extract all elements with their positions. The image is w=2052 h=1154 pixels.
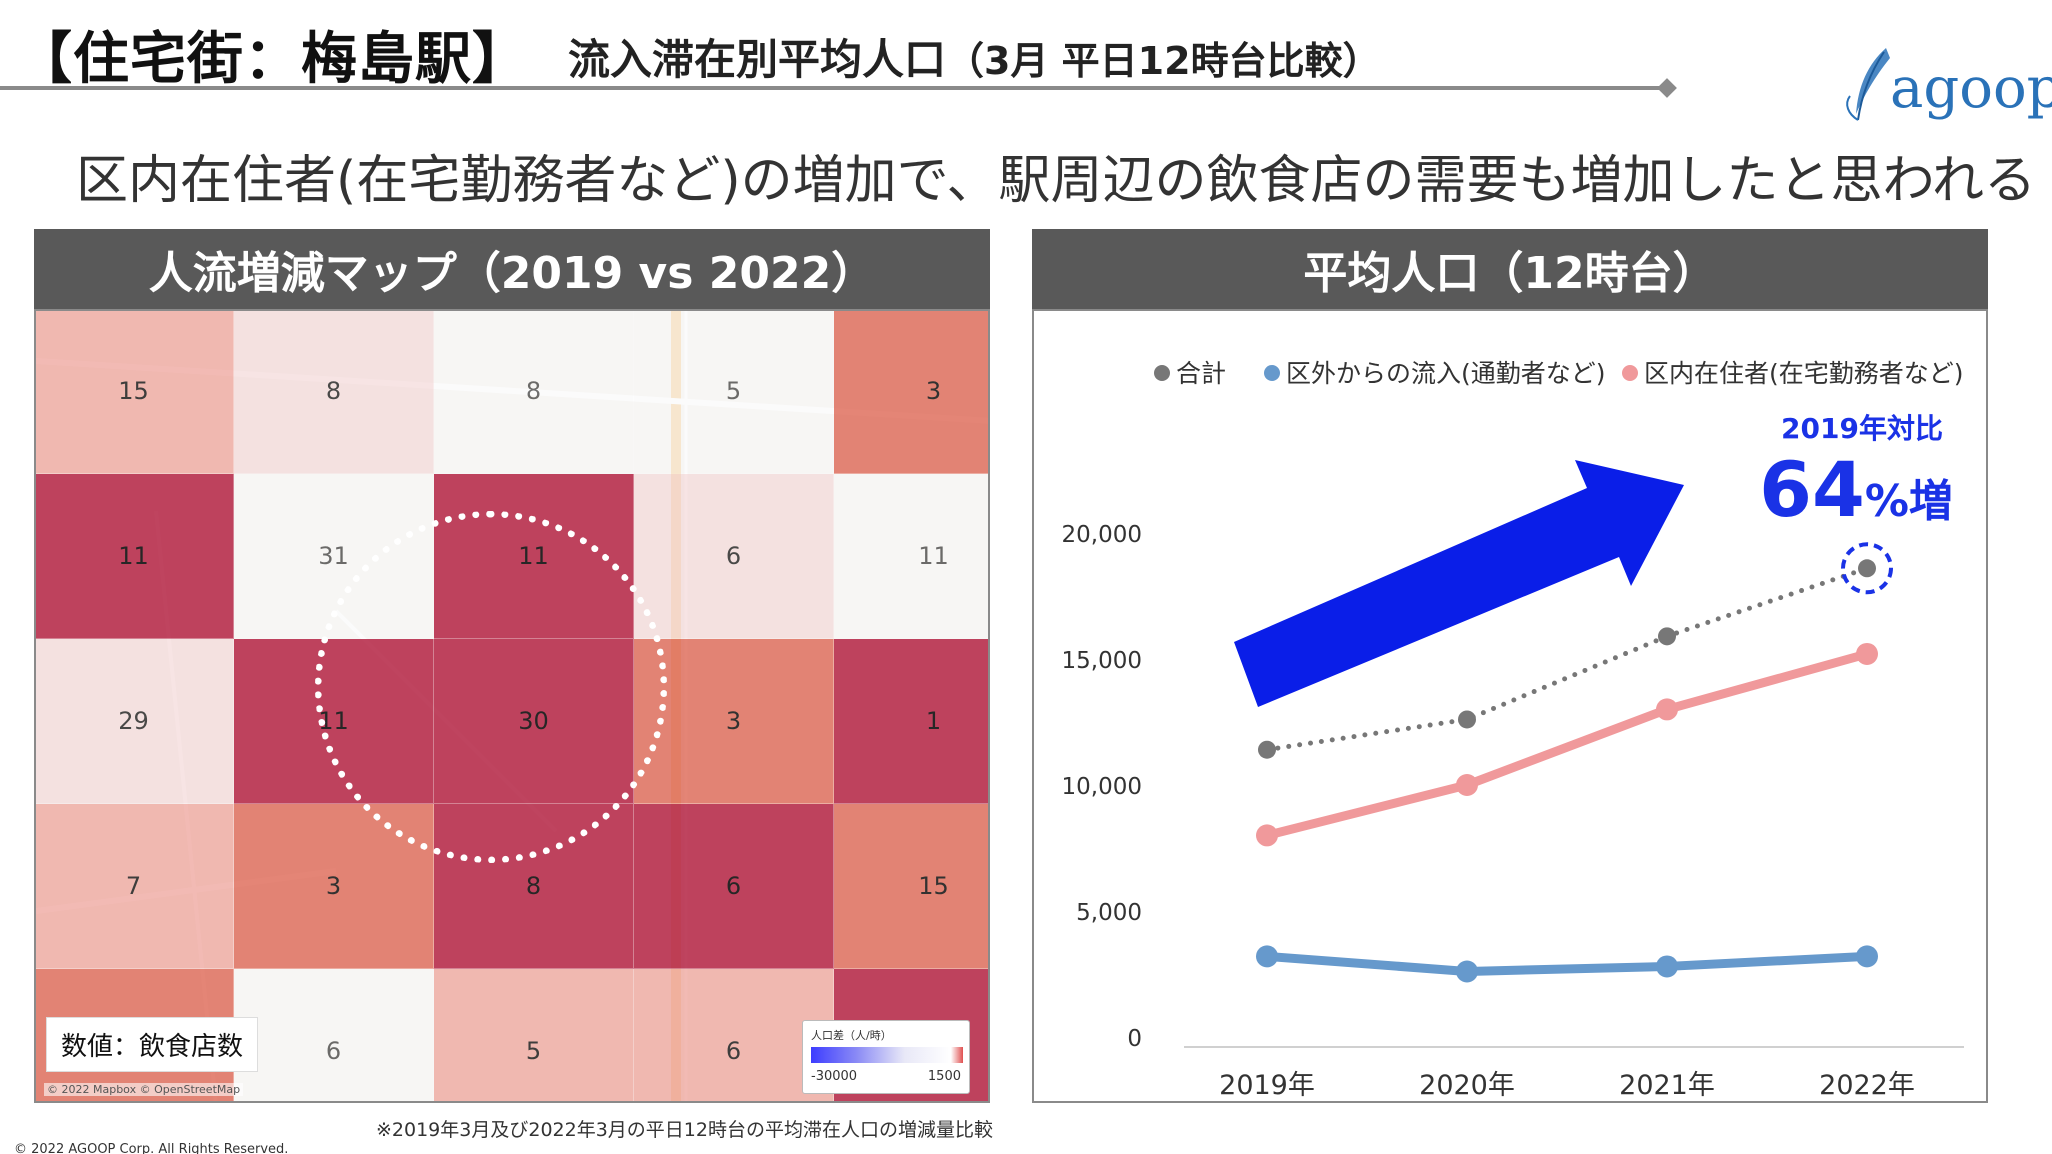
page-subtitle: 流入滞在別平均人口（3月 平日12時台比較）	[568, 26, 1381, 87]
feather-icon	[1846, 48, 1890, 121]
map-cell: 11	[834, 474, 988, 639]
map-cell: 6	[634, 969, 834, 1101]
x-tick-label: 2022年	[1819, 1070, 1915, 1101]
x-tick-label: 2021年	[1619, 1070, 1715, 1101]
map-cell-value: 1	[925, 707, 942, 735]
map-cell: 5	[434, 969, 634, 1101]
title-underline-diamond	[1657, 78, 1677, 98]
headline: 区内在住者(在宅勤務者など)の増加で、駅周辺の飲食店の需要も増加したと思われる	[76, 151, 2036, 211]
agoop-logo: agoop	[1838, 44, 2052, 134]
y-tick-label: 0	[1127, 1026, 1142, 1052]
map-cell: 1	[834, 639, 988, 804]
annotation-caption: 2019年対比	[1781, 412, 1943, 445]
map-cell-value: 6	[325, 1037, 342, 1065]
page-subtitle-paren: （3月 平日12時台比較）	[946, 39, 1381, 83]
data-point	[1656, 698, 1678, 721]
map-panel-title: 人流増減マップ（2019 vs 2022）	[34, 229, 990, 309]
data-point	[1456, 774, 1478, 796]
map-cell: 29	[36, 639, 234, 804]
y-tick-label: 5,000	[1076, 900, 1142, 926]
logo-text: agoop	[1890, 56, 2052, 121]
y-tick-label: 10,000	[1062, 774, 1142, 800]
map-copyright: © 2022 Mapbox © OpenStreetMap	[44, 1083, 244, 1096]
map-cell-value: 5	[725, 377, 742, 405]
map-cell-value: 6	[725, 542, 742, 570]
page-subtitle-text: 流入滞在別平均人口	[568, 35, 947, 84]
annotation-number: 64	[1759, 445, 1865, 534]
map-cell: 5	[634, 311, 834, 474]
data-point	[1456, 960, 1478, 983]
map-cell-value: 15	[918, 872, 949, 900]
map-cell: 3	[834, 311, 988, 474]
map-cell-value: 6	[725, 1037, 742, 1065]
map-cell: 15	[834, 804, 988, 969]
chart-svg: 合計 区外からの流入(通勤者など) 区内在住者(在宅勤務者など) 0 5,000 10,0…	[1062, 359, 1964, 1101]
map-cell: 6	[634, 804, 834, 969]
map-cell: 6	[234, 969, 434, 1101]
trend-arrow	[1234, 460, 1684, 707]
map-value-note: 数値：飲食店数	[46, 1017, 259, 1072]
page-title: 【住宅街：梅島駅】	[16, 27, 529, 92]
map-cell-value: 8	[325, 377, 342, 405]
y-tick-label: 20,000	[1062, 522, 1142, 548]
map-cell-value: 3	[325, 872, 342, 900]
map-cell: 6	[634, 474, 834, 639]
data-point	[1858, 559, 1876, 578]
map-cell: 8	[234, 311, 434, 474]
map-cell: 8	[434, 311, 634, 474]
data-point	[1458, 710, 1476, 729]
data-point	[1856, 945, 1878, 968]
highlight-ring	[1841, 542, 1893, 595]
map-cell-value: 15	[118, 377, 149, 405]
map-cell: 3	[634, 639, 834, 804]
map-cell-value: 31	[318, 542, 349, 570]
legend-label: 区内在住者(在宅勤務者など)	[1644, 359, 1964, 388]
x-tick-label: 2019年	[1219, 1070, 1315, 1101]
data-point	[1856, 642, 1878, 665]
map-cell: 15	[36, 311, 234, 474]
title-underline	[0, 86, 1668, 90]
map-cell-value: 11	[118, 542, 149, 570]
map-cell-value: 11	[918, 542, 949, 570]
map-legend-title: 人口差（人/時）	[811, 1029, 892, 1042]
data-point	[1256, 824, 1278, 847]
legend-label: 区外からの流入(通勤者など)	[1286, 359, 1606, 388]
legend-marker-1	[1264, 365, 1280, 381]
map-cell-value: 8	[525, 377, 542, 405]
map-legend-max: 1500	[927, 1069, 961, 1084]
map-cell: 11	[36, 474, 234, 639]
legend-label: 合計	[1176, 359, 1226, 388]
map-cell-value: 8	[525, 872, 542, 900]
chart-panel-title: 平均人口（12時台）	[1032, 229, 1988, 309]
y-tick-label: 15,000	[1062, 648, 1142, 674]
x-tick-label: 2020年	[1419, 1070, 1515, 1101]
series-line-2	[1262, 649, 1872, 840]
map-cell-value: 3	[925, 377, 942, 405]
map-legend: 人口差（人/時） -30000 1500	[802, 1020, 970, 1094]
map-cell-value: 6	[725, 872, 742, 900]
legend-marker-2	[1622, 365, 1638, 381]
map-cell-value: 7	[125, 872, 142, 900]
data-point	[1258, 740, 1276, 759]
flow-change-map: 15885311311161129113031738615565639 数値：飲…	[34, 309, 990, 1103]
series-line-0	[1264, 565, 1870, 753]
map-cell-value: 5	[525, 1037, 542, 1065]
map-legend-min: -30000	[811, 1069, 858, 1084]
series-line-1	[1262, 951, 1872, 976]
data-point	[1256, 945, 1278, 968]
legend-marker-0	[1154, 365, 1170, 381]
map-cell: 7	[36, 804, 234, 969]
map-legend-gradient	[811, 1047, 963, 1063]
data-point	[1658, 627, 1676, 646]
copyright: © 2022 AGOOP Corp. All Rights Reserved.	[14, 1142, 289, 1154]
data-point	[1656, 955, 1678, 978]
annotation-unit: %増	[1865, 476, 1953, 527]
footnote: ※2019年3月及び2022年3月の平日12時台の平均滞在人口の増減量比較	[376, 1119, 993, 1141]
map-cell-value: 29	[118, 707, 149, 735]
annotation-value: 64%増	[1759, 445, 1953, 534]
average-population-chart: 合計 区外からの流入(通勤者など) 区内在住者(在宅勤務者など) 0 5,000 10,0…	[1032, 309, 1988, 1103]
map-cell-value: 3	[725, 707, 742, 735]
station-area-circle	[315, 511, 667, 863]
